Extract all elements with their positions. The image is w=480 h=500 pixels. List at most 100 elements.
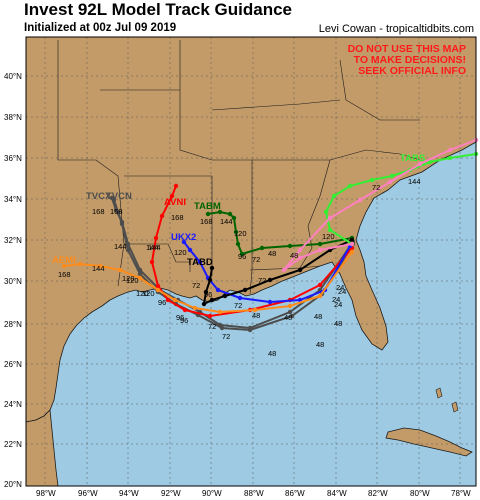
lon-tick-label: 88°W xyxy=(244,489,264,498)
forecast-hour-label: 120 xyxy=(126,276,139,285)
track-point xyxy=(287,309,293,315)
forecast-hour-label: 168 xyxy=(171,213,184,222)
track-point xyxy=(239,251,245,257)
track-point xyxy=(119,221,125,227)
track-point xyxy=(317,282,323,288)
forecast-hour-label: 120 xyxy=(142,289,155,298)
warning-line-3: SEEK OFFICIAL INFO xyxy=(358,65,466,77)
forecast-hour-label: 48 xyxy=(252,311,260,320)
init-time: Initialized at 00z Jul 09 2019 xyxy=(24,22,177,34)
track-point xyxy=(227,211,233,217)
lat-tick-label: 26°N xyxy=(4,360,22,369)
track-point xyxy=(201,301,207,307)
track-point xyxy=(125,247,131,253)
lat-tick-label: 30°N xyxy=(4,277,22,286)
forecast-hour-label: 48 xyxy=(314,312,322,321)
track-point xyxy=(117,267,123,273)
forecast-hour-label: 96 xyxy=(180,316,188,325)
track-point xyxy=(149,259,155,265)
forecast-hour-label: 144 xyxy=(408,177,421,186)
lon-tick-label: 78°W xyxy=(451,489,471,498)
warning-line-1: DO NOT USE THIS MAP xyxy=(347,43,466,55)
forecast-hour-label: 72 xyxy=(372,183,380,192)
map-frame xyxy=(25,36,477,487)
track-point xyxy=(207,313,213,319)
model-label-ukx2: UKX2 xyxy=(171,232,196,243)
lon-tick-label: 86°W xyxy=(285,489,305,498)
lat-tick-label: 32°N xyxy=(4,236,22,245)
forecast-hour-label: 96 xyxy=(158,298,166,307)
forecast-hour-label: 24 xyxy=(332,295,340,304)
track-point xyxy=(173,183,179,189)
forecast-hour-label: 48 xyxy=(268,249,276,258)
track-point xyxy=(217,309,223,315)
lon-tick-label: 94°W xyxy=(119,489,139,498)
forecast-hour-label: 48 xyxy=(284,313,292,322)
track-point xyxy=(447,155,453,161)
track-point xyxy=(347,183,353,189)
lon-tick-label: 96°W xyxy=(78,489,98,498)
model-label-tabm: TABM xyxy=(194,201,221,212)
forecast-hour-label: 144 xyxy=(92,264,105,273)
track-point xyxy=(235,241,241,247)
track-point xyxy=(219,325,225,331)
forecast-hour-label: 168 xyxy=(58,270,71,279)
forecast-hour-label: 48 xyxy=(334,319,342,328)
track-point xyxy=(327,227,333,233)
land-us xyxy=(25,36,477,423)
forecast-hour-label: 24 xyxy=(338,287,346,296)
track-point xyxy=(297,247,303,253)
forecast-hour-label: 48 xyxy=(268,349,276,358)
forecast-hour-label: 168 xyxy=(110,207,123,216)
forecast-hour-label: 120 xyxy=(322,232,335,241)
track-point xyxy=(349,237,355,243)
credit: Levi Cowan - tropicaltidbits.com xyxy=(318,23,474,35)
forecast-hour-label: 144 xyxy=(220,217,233,226)
forecast-hour-label: 24 xyxy=(334,300,342,309)
lat-tick-label: 20°N xyxy=(4,480,22,489)
track-point xyxy=(369,177,375,183)
track-point xyxy=(289,313,295,319)
lat-tick-label: 34°N xyxy=(4,195,22,204)
state-borders xyxy=(57,40,421,295)
track-point xyxy=(297,297,303,303)
model-label-aemi: AEMI xyxy=(52,255,76,266)
track-point xyxy=(317,293,323,299)
forecast-hour-label: 96 xyxy=(204,290,212,299)
forecast-hour-label: 48 xyxy=(290,251,298,260)
track-point xyxy=(349,249,355,255)
track-point xyxy=(297,267,303,273)
track-point xyxy=(209,265,215,271)
lat-tick-label: 24°N xyxy=(4,400,22,409)
lat-tick-label: 40°N xyxy=(4,72,22,81)
track-point xyxy=(259,245,265,251)
track-point xyxy=(111,197,117,203)
model-label-tabs: TABS xyxy=(400,153,425,164)
track-point xyxy=(77,261,83,267)
track-point xyxy=(387,179,393,185)
warning-line-2: TO MAKE DECISIONS! xyxy=(353,54,466,66)
track-point xyxy=(281,267,287,273)
forecast-hour-label: 72 xyxy=(208,322,216,331)
track-point xyxy=(137,275,143,281)
track-point xyxy=(181,239,187,245)
track-point xyxy=(331,193,337,199)
axis-ticks: 20°N 22°N 24°N 26°N 28°N 30°N 32°N 34°N 36°N 38°N… xyxy=(4,72,471,498)
lat-lon-grid xyxy=(26,37,476,486)
forecast-hour-label: 72 xyxy=(258,276,266,285)
lat-tick-label: 38°N xyxy=(4,113,22,122)
track-point xyxy=(209,297,215,303)
track-point xyxy=(192,305,198,311)
model-label-avni: AVNI xyxy=(164,197,186,208)
lat-tick-label: 22°N xyxy=(4,440,22,449)
track-point xyxy=(252,307,258,313)
lon-tick-label: 98°W xyxy=(36,489,56,498)
forecast-hour-label: 120 xyxy=(234,229,247,238)
forecast-hour-label: 24 xyxy=(336,283,344,292)
track-point xyxy=(287,303,293,309)
track-point xyxy=(197,259,203,265)
track-point xyxy=(389,173,395,179)
track-point xyxy=(287,243,293,249)
